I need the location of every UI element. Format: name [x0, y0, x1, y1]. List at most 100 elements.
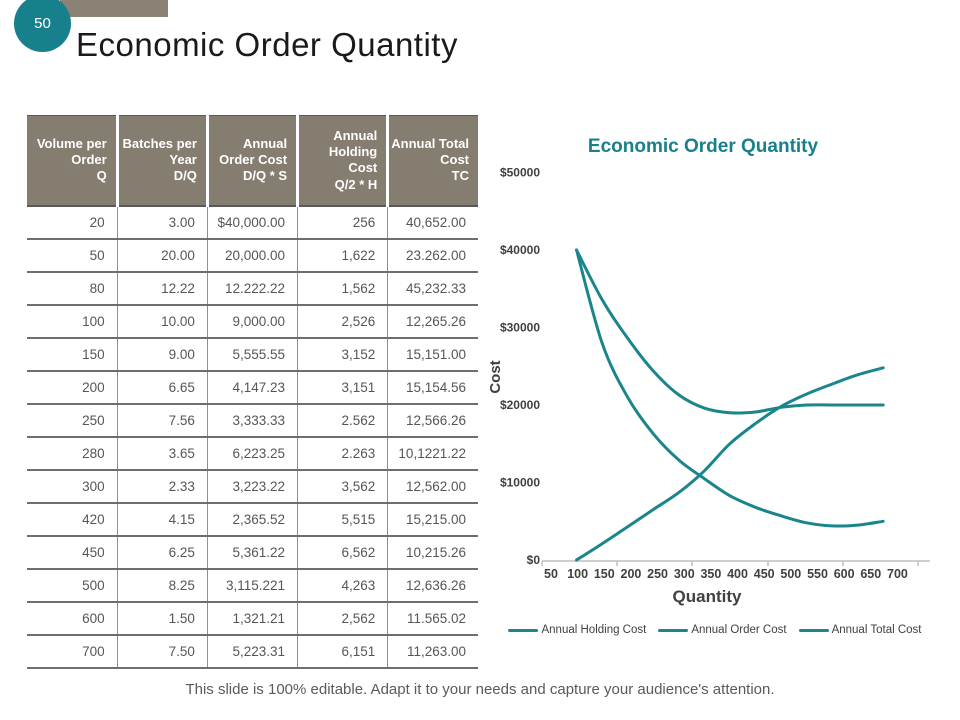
table-cell: 4,263 [297, 567, 388, 602]
table-cell: 450 [27, 534, 118, 569]
table-cell: 9.00 [116, 336, 208, 371]
y-tick-label: $0 [527, 553, 541, 567]
table-row: 20 3.00 $40,000.00 256 40,652.00 [27, 204, 478, 239]
eoq-table: Volume per Order Q Batches per Year D/Q Annu… [27, 115, 478, 669]
x-tick-label: 200 [621, 567, 642, 581]
table-cell: 3,562 [297, 468, 388, 503]
x-tick-label: 550 [807, 567, 828, 581]
legend-line-swatch-icon [658, 628, 689, 632]
series-line-annual-total-cost [575, 248, 885, 415]
table-cell: 100 [27, 303, 118, 338]
x-tick-label: 150 [594, 567, 615, 581]
x-axis-label: Quantity [673, 587, 742, 606]
table-cell: 9,000.00 [206, 303, 298, 338]
table-cell: 50 [27, 237, 118, 272]
table-cell: 20.00 [116, 237, 208, 272]
x-tick-label: 650 [860, 567, 881, 581]
table-cell: $40,000.00 [206, 204, 298, 239]
page-title: Economic Order Quantity [76, 26, 458, 63]
table-cell: 11,263.00 [387, 633, 478, 669]
column-header: Annual Holding Cost Q/2 * H [296, 115, 388, 207]
chart-legend: Annual Holding Cost Annual Order Cost Annu… [480, 624, 950, 636]
y-tick-label: $50000 [500, 166, 540, 180]
table-cell: 10.00 [116, 303, 208, 338]
table-cell: 23.262.00 [387, 237, 478, 272]
table-cell: 12.22 [116, 270, 208, 305]
table-cell: 2.263 [297, 435, 388, 470]
table-cell: 40,652.00 [387, 204, 478, 239]
column-header: Volume per Order Q [27, 115, 118, 207]
x-tick-label: 250 [647, 567, 668, 581]
table-cell: 200 [27, 369, 118, 404]
table-row: 100 10.00 9,000.00 2,526 12,265.26 [27, 303, 478, 338]
table-row: 280 3.65 6,223.25 2.263 10,1221.22 [27, 435, 478, 470]
y-tick-label: $30000 [500, 321, 540, 335]
table-cell: 8.25 [116, 567, 208, 602]
table-cell: 3,115.221 [206, 567, 298, 602]
table-cell: 5,515 [297, 501, 388, 536]
y-axis-label: Cost [487, 360, 504, 393]
top-accent-bar [60, 0, 168, 17]
table-row: 80 12.22 12.222.22 1,562 45,232.33 [27, 270, 478, 305]
table-row: 420 4.15 2,365.52 5,515 15,215.00 [27, 501, 478, 536]
table-cell: 3,223.22 [206, 468, 298, 503]
table-cell: 500 [27, 567, 118, 602]
table-cell: 1,321.21 [206, 600, 298, 635]
table-row: 450 6.25 5,361.22 6,562 10,215.26 [27, 534, 478, 569]
table-cell: 12,636.26 [387, 567, 478, 602]
y-tick-label: $10000 [500, 476, 540, 490]
table-cell: 3.65 [116, 435, 208, 470]
table-cell: 20,000.00 [206, 237, 298, 272]
legend-label: Annual Holding Cost [541, 624, 647, 636]
table-cell: 250 [27, 402, 118, 437]
table-row: 300 2.33 3,223.22 3,562 12,562.00 [27, 468, 478, 503]
table-cell: 3,151 [297, 369, 388, 404]
table-row: 50 20.00 20,000.00 1,622 23.262.00 [27, 237, 478, 272]
slide-number-badge: 50 [14, 0, 71, 52]
table-cell: 2,526 [297, 303, 388, 338]
table-cell: 280 [27, 435, 118, 470]
legend-item: Annual Total Cost [798, 624, 922, 636]
table-cell: 15,151.00 [387, 336, 478, 371]
table-cell: 5,555.55 [206, 336, 298, 371]
x-tick-label: 500 [780, 567, 801, 581]
eoq-line-chart: Economic Order Quantity Cost Quantity $0 $10… [487, 136, 930, 606]
table-cell: 150 [27, 336, 118, 371]
x-tick-label: 50 [544, 567, 558, 581]
table-cell: 10,215.26 [387, 534, 478, 569]
table-cell: 45,232.33 [387, 270, 478, 305]
legend-label: Annual Total Cost [831, 624, 922, 636]
table-cell: 12,562.00 [387, 468, 478, 503]
table-cell: 1,562 [297, 270, 388, 305]
table-cell: 3.00 [116, 204, 208, 239]
y-tick-label: $20000 [500, 398, 540, 412]
table-cell: 3,152 [297, 336, 388, 371]
y-tick-label: $40000 [500, 243, 540, 257]
table-cell: 7.50 [116, 633, 208, 669]
table-cell: 3,333.33 [206, 402, 298, 437]
table-cell: 2,365.52 [206, 501, 298, 536]
table-header-row: Volume per Order Q Batches per Year D/Q Annu… [27, 115, 478, 207]
table-row: 250 7.56 3,333.33 2.562 12,566.26 [27, 402, 478, 437]
table-cell: 600 [27, 600, 118, 635]
table-cell: 20 [27, 204, 118, 239]
legend-label: Annual Order Cost [691, 624, 787, 636]
x-tick-label: 400 [727, 567, 748, 581]
table-cell: 6.25 [116, 534, 208, 569]
table-cell: 5,223.31 [206, 633, 298, 669]
x-tick-label: 350 [700, 567, 721, 581]
x-tick-label: 600 [834, 567, 855, 581]
table-cell: 2,562 [297, 600, 388, 635]
table-cell: 700 [27, 633, 118, 669]
table-cell: 6,562 [297, 534, 388, 569]
column-header: Annual Total Cost TC [386, 115, 478, 207]
table-cell: 2.562 [297, 402, 388, 437]
table-cell: 80 [27, 270, 118, 305]
x-tick-label: 700 [887, 567, 908, 581]
x-tick-label: 300 [674, 567, 695, 581]
table-cell: 11.565.02 [387, 600, 478, 635]
slide-number: 50 [34, 15, 51, 32]
legend-line-swatch-icon [508, 628, 539, 632]
table-cell: 10,1221.22 [387, 435, 478, 470]
table-cell: 15,215.00 [387, 501, 478, 536]
